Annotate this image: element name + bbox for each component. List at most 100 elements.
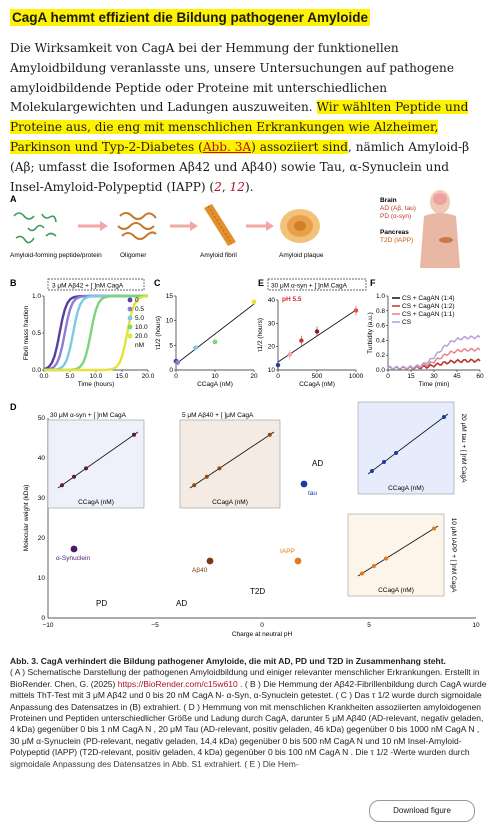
panel-d-inset-fit-1 <box>189 431 275 489</box>
panel-b-legend-text: 0 <box>135 297 139 304</box>
panel-d-inset-point-3 <box>372 564 376 568</box>
panel-d-inset-point-1 <box>217 466 222 471</box>
brain-sub1: AD (Aβ, tau) <box>380 205 416 212</box>
stage-label-fibril: Amyloid fibril <box>200 252 237 259</box>
panel-e-xtick-label: 500 <box>312 373 323 380</box>
panel-f-legend-text: CS + CagAN (1:4) <box>402 295 455 302</box>
panel-a-label: A <box>10 194 17 204</box>
panel-c-xtick-label: 10 <box>211 373 219 380</box>
panel-b-header: 3 μM Aβ42 + [ ]nM CagA <box>52 283 124 290</box>
panel-f-curve-3 <box>387 334 481 371</box>
panel-c-ytick-label: 5 <box>169 342 173 349</box>
panel-f-xtick-label: 30 <box>430 373 438 380</box>
panel-c-ytick-label: 0 <box>169 367 173 374</box>
panel-d-xtick-label: −10 <box>42 622 53 629</box>
caption-b: . ( B ) Die Hemmung der Aβ42-Fibrillenbi… <box>10 678 487 769</box>
panel-d-inset-point-2 <box>442 415 446 419</box>
panel-e-ytick-label: 40 <box>268 297 276 304</box>
stage-label-oligomer: Oligomer <box>120 252 147 259</box>
panel-d-xlabel: Charge at neutral pH <box>232 631 293 638</box>
panel-d-inset-xlabel-1: CCagA (nM) <box>212 499 248 506</box>
figure-ref-3a[interactable]: Abb. 3A <box>202 139 252 154</box>
plaque-illustration <box>280 209 320 243</box>
panel-d-inset-point-1 <box>267 432 272 437</box>
panel-f-ytick-label: 0.6 <box>376 323 385 330</box>
body-text-4: , nämlich Amyloid-β (Aβ; umfasst die Iso… <box>10 139 470 194</box>
figure-3[interactable]: A Amyloid-forming peptide/protein Oligom… <box>8 188 488 648</box>
panel-b-legend-dot <box>127 324 133 330</box>
panel-d-ytick-label: 50 <box>38 415 46 422</box>
pancreas-sub: T2D (IAPP) <box>380 237 413 244</box>
panel-d-inset-point-3 <box>384 556 388 561</box>
panel-d-protein-label-1: Aβ40 <box>192 567 208 574</box>
arrow-1-head-icon <box>100 221 108 231</box>
panel-f-legend-text: CS <box>402 319 412 326</box>
panel-d-inset-point-0 <box>132 432 136 437</box>
panel-d-plot: −10 −5 0 5 10 0 10 20 30 40 50 Charge at neutral pH… <box>23 401 480 638</box>
panel-e-ytick-label: 20 <box>268 344 276 351</box>
panel-f-xtick-label: 45 <box>453 373 461 380</box>
panel-d-protein-label-3: IAPP <box>280 548 295 555</box>
panel-c-xtick-label: 0 <box>174 373 178 380</box>
stage-label-plaque: Amyloid plaque <box>279 252 324 259</box>
panel-e-xtick-label: 0 <box>276 373 280 380</box>
panel-d-ytick-label: 0 <box>41 615 45 622</box>
panel-d-xtick-label: 5 <box>367 622 371 629</box>
panel-d-protein-point-1 <box>206 557 214 565</box>
caption-a: ( A ) Schematische Darstellung der patho… <box>10 667 480 689</box>
panel-b-header-box <box>47 278 145 291</box>
panel-d-xtick-label: 0 <box>260 622 264 629</box>
panel-e-ylabel: τ1/2 (hours) <box>257 318 264 352</box>
panel-c-plot: 0 10 20 0 5 10 15 CCagA (nM) τ1/2 (hours) <box>155 293 258 388</box>
panel-b-legend-text: 20.0 <box>135 333 148 340</box>
panel-d-ytick-label: 20 <box>38 535 46 542</box>
panel-b-xtick-label: 0.0 <box>39 373 48 380</box>
panel-d-xtick-label: 10 <box>472 622 480 629</box>
panel-d-inset-point-0 <box>72 474 76 479</box>
panel-d-xtick-label: −5 <box>151 622 159 629</box>
panel-e-header-box <box>267 278 367 291</box>
caption-heading: Abb. 3. CagA verhindert die Bildung path… <box>10 656 446 666</box>
panel-d-inset-point-2 <box>394 451 398 455</box>
panel-b-ylabel: Fibril mass fraction <box>23 305 30 360</box>
panel-b-ytick-label: 0.0 <box>32 367 41 374</box>
panel-b-legend-dot <box>127 315 133 321</box>
panel-b-legend-dot <box>127 297 133 303</box>
citation-2[interactable]: 2 <box>214 179 222 194</box>
panel-d-inset-point-2 <box>370 469 374 473</box>
panel-d-inset-xlabel-3: CCagA (nM) <box>378 587 414 594</box>
panel-d-disease-label-1: AD <box>176 599 187 608</box>
section-title: CagA hemmt effizient die Bildung pathoge… <box>10 9 371 26</box>
panel-d-ytick-label: 30 <box>38 495 46 502</box>
panel-d-inset-fit-3 <box>357 525 439 577</box>
brain-sub2: PD (α-syn) <box>380 213 411 220</box>
panel-d-protein-point-0 <box>70 545 78 553</box>
arrow-2-head-icon <box>190 221 198 231</box>
panel-d-disease-label-2: AD <box>312 459 323 468</box>
citation-sep: , <box>221 179 230 194</box>
arrow-3-head-icon <box>266 221 274 231</box>
panel-b-legend-dot <box>127 333 133 339</box>
panel-c-point-3 <box>212 339 218 345</box>
panel-d-inset-fit-0 <box>57 431 139 489</box>
panel-d-protein-label-2: tau <box>308 490 317 497</box>
panel-f-label: F <box>370 278 376 288</box>
panel-d-inset-point-0 <box>84 466 88 471</box>
panel-e-header: 30 μM α-syn + [ ]nM CagA <box>271 283 348 290</box>
biorender-link[interactable]: https://BioRender.com/c15w610 <box>117 678 238 689</box>
citation-12[interactable]: 12 <box>229 179 245 194</box>
panel-b-xlabel: Time (hours) <box>78 381 115 388</box>
panel-d-inset-title-1: 5 μM Aβ40 + [ ]μM CagA <box>182 412 254 419</box>
panel-d-inset-fit-2 <box>367 413 449 475</box>
monomer-illustration <box>13 212 57 244</box>
panel-b-xtick-label: 5.0 <box>65 373 74 380</box>
panel-f-xtick-label: 60 <box>476 373 484 380</box>
download-figure-button[interactable]: Download figure <box>369 800 475 822</box>
panel-d-inset-xlabel-0: CCagA (nM) <box>78 499 114 506</box>
panel-f-xtick-label: 0 <box>386 373 390 380</box>
panel-f-ytick-label: 0.2 <box>376 352 385 359</box>
panel-b-ytick-label: 0.5 <box>32 330 41 337</box>
panel-e-plot: 0 500 1000 10 20 30 40 CCagA (nM) τ1/2 (hours) <box>257 297 364 388</box>
body-text-1: Die Wirksamkeit von CagA bei der Hemmung… <box>10 41 454 115</box>
panel-c-xtick-label: 20 <box>250 373 258 380</box>
